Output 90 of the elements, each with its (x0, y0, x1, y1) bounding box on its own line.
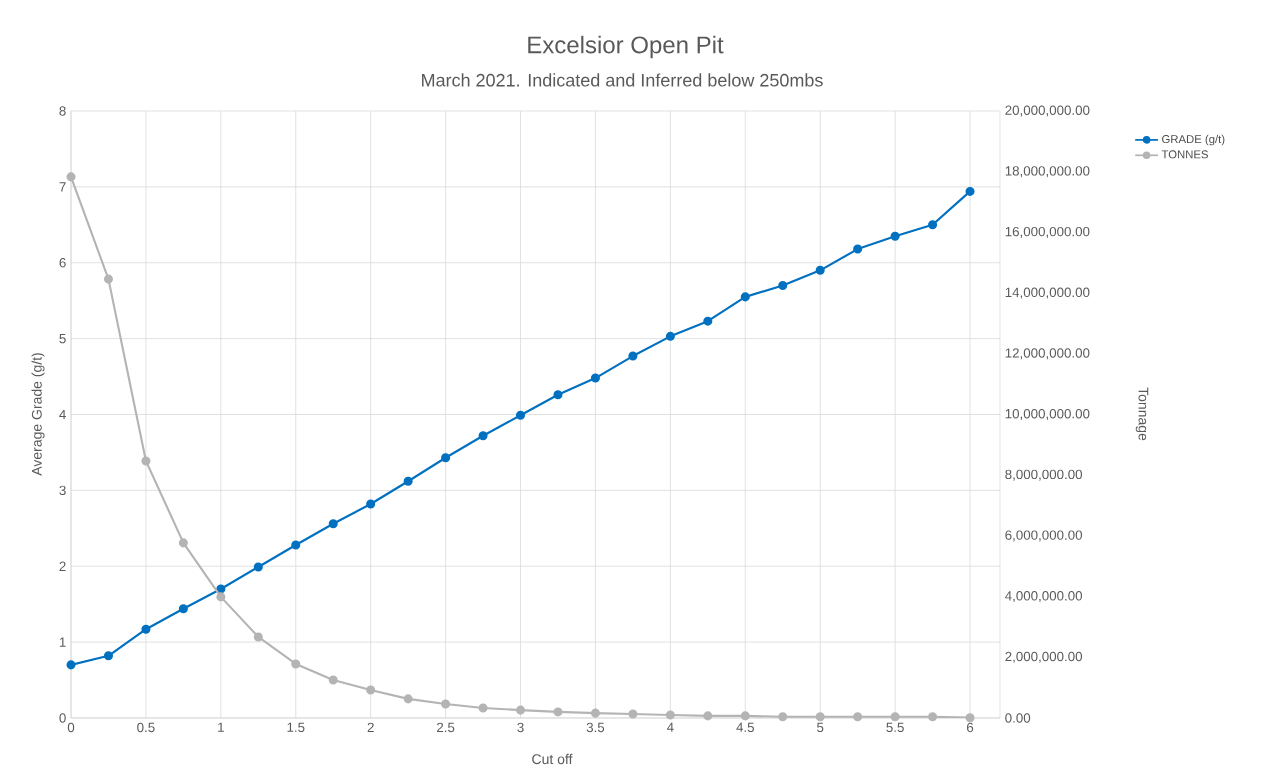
point (478, 431, 488, 441)
point (403, 694, 413, 704)
x-tick-label: 2.5 (437, 722, 455, 733)
point (853, 712, 863, 722)
x-tick-label: 0 (67, 722, 75, 733)
point (515, 705, 526, 715)
point (403, 476, 413, 486)
point (291, 659, 301, 669)
x-tick-label: 3.5 (586, 722, 605, 733)
x-tick-label: 0.5 (137, 722, 155, 733)
y2-tick-label: 16,000,000.00 (1005, 226, 1090, 238)
y-tick-label: 0 (59, 713, 66, 723)
y2-tick-label: 4,000,000.00 (1005, 591, 1083, 603)
point (815, 712, 825, 722)
legend-label: TONNES (1161, 150, 1208, 159)
point (328, 519, 338, 529)
point (740, 292, 750, 302)
x-tick-label: 3 (517, 722, 524, 733)
y-tick-label: 8 (59, 106, 66, 116)
point (141, 624, 151, 634)
chart-subtitle: March 2021. Indicated and Inferred below 250mbs (422, 73, 823, 87)
point (178, 604, 188, 614)
y2-axis-title: Tonnage (1135, 387, 1149, 441)
point (253, 632, 263, 642)
x-tick-label: 6 (966, 722, 974, 733)
point (740, 711, 750, 721)
point (778, 280, 788, 291)
point (965, 713, 975, 723)
y-tick-label: 3 (59, 485, 66, 496)
y2-tick-label: 10,000,000.00 (1005, 408, 1090, 420)
point (590, 708, 600, 718)
point (478, 703, 488, 713)
point (141, 456, 151, 466)
y2-tick-label: 12,000,000.00 (1005, 348, 1090, 360)
y2-tick-label: 0.00 (1005, 713, 1031, 723)
x-tick-label: 4.5 (736, 722, 754, 732)
x-tick-label: 1 (218, 722, 224, 732)
point (665, 331, 675, 341)
point (965, 186, 975, 196)
point (441, 699, 451, 709)
y-axis-title: Average Grade (g/t) (31, 353, 45, 476)
point (928, 712, 938, 722)
point (103, 651, 114, 661)
point (291, 540, 301, 550)
y-tick-label: 4 (59, 409, 66, 420)
point (815, 265, 825, 275)
legend-label: GRADE (g/t) (1162, 134, 1225, 146)
point (553, 390, 563, 400)
point (253, 562, 263, 572)
x-tick-label: 5.5 (886, 722, 904, 732)
point (703, 316, 713, 326)
y2-tick-label: 18,000,000.00 (1005, 166, 1090, 178)
point (441, 453, 451, 463)
point (178, 538, 188, 548)
y2-tick-label: 2,000,000.00 (1005, 651, 1083, 663)
y2-tick-label: 8,000,000.00 (1005, 469, 1083, 481)
point (890, 231, 900, 241)
point (553, 707, 563, 717)
point (103, 274, 114, 284)
point (928, 220, 938, 230)
point (515, 410, 526, 420)
y-tick-label: 7 (59, 182, 66, 192)
y2-tick-label: 20,000,000.00 (1005, 105, 1090, 117)
x-tick-label: 2 (367, 722, 374, 733)
y2-tick-label: 6,000,000.00 (1005, 530, 1083, 542)
x-tick-label: 4 (666, 722, 674, 732)
point (216, 584, 226, 594)
point (628, 351, 638, 361)
point (216, 592, 226, 602)
point (328, 675, 338, 685)
point (366, 499, 376, 509)
x-axis-title: Cut off (532, 753, 573, 765)
point (590, 373, 600, 383)
y-tick-label: 5 (59, 333, 66, 344)
y-tick-label: 1 (59, 637, 66, 647)
point (66, 172, 76, 182)
chart-title: Excelsior Open Pit (528, 35, 724, 59)
point (778, 712, 788, 722)
point (366, 685, 376, 695)
point (665, 710, 675, 720)
point (853, 244, 863, 254)
y2-tick-label: 14,000,000.00 (1005, 287, 1090, 299)
y-tick-label: 2 (59, 561, 66, 571)
y-tick-label: 6 (59, 258, 66, 268)
point (66, 660, 76, 670)
point (628, 709, 638, 719)
x-tick-label: 1.5 (287, 722, 305, 732)
point (890, 712, 900, 722)
x-tick-label: 5 (817, 722, 824, 732)
point (703, 711, 713, 721)
